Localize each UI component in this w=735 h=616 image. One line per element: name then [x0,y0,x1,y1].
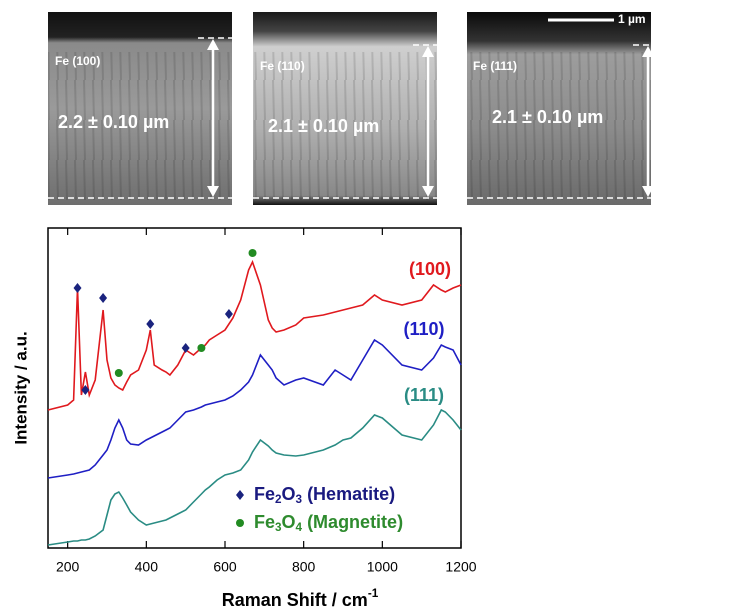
sem-texture [467,52,651,200]
sem-label: Fe (100) [55,54,100,68]
circle-marker [197,344,206,352]
x-tick-label: 1000 [367,559,398,575]
sem-images: Fe (100) 2.2 ± 0.10 µm Fe (110) 2.1 ± 0.10 … [48,12,654,205]
diamond-marker [81,385,90,395]
sem-label: Fe (110) [260,59,305,73]
spectrum-line [47,338,462,479]
sem-label: Fe (111) [473,59,517,73]
scale-bar-label: 1 µm [618,12,646,26]
series-label: (110) [403,319,444,339]
plot-frame [47,227,462,549]
sem-texture [253,52,437,200]
series-label: (100) [409,259,451,279]
sem-texture [48,52,232,200]
legend-label: Fe2O3 (Hematite) [254,484,395,506]
spectrum-line [47,259,462,411]
y-axis-label: Intensity / a.u. [11,331,30,444]
circle-marker [114,369,123,377]
spectrum-line [47,408,462,546]
thickness-label: 2.1 ± 0.10 µm [492,107,603,127]
circle-marker [248,249,257,257]
x-tick-label: 400 [135,559,159,575]
diamond-marker [146,319,155,329]
thickness-label: 2.2 ± 0.10 µm [58,112,169,132]
x-tick-label: 800 [292,559,316,575]
legend-marker [236,490,244,500]
raman-chart: Raman Shift / cm-1 Intensity / a.u. 200 4… [11,227,477,610]
legend-marker [236,519,244,527]
series-label: (111) [404,385,444,405]
diamond-marker [224,309,233,319]
diamond-marker [73,283,82,293]
diamond-marker [99,293,108,303]
diamond-marker [181,343,190,353]
thickness-label: 2.1 ± 0.10 µm [268,116,379,136]
x-tick-label: 1200 [445,559,476,575]
x-tick-label: 200 [56,559,80,575]
x-tick-label: 600 [213,559,237,575]
legend-label: Fe3O4 (Magnetite) [254,512,403,534]
x-axis-label: Raman Shift / cm-1 [222,587,379,610]
